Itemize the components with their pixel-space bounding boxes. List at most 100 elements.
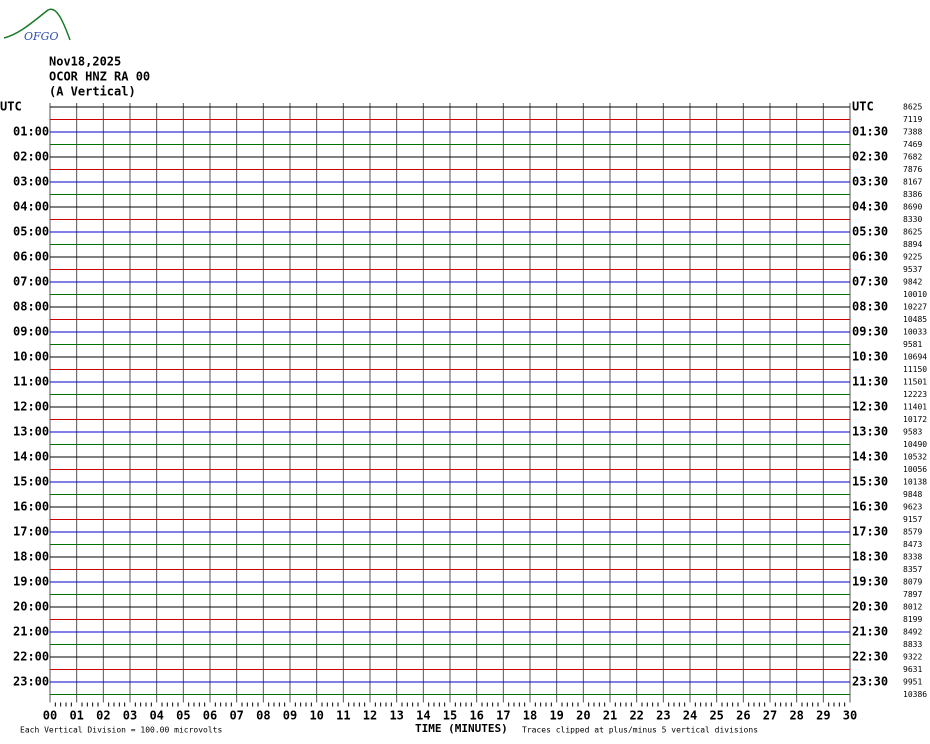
x-tick-label: 08: [256, 709, 270, 723]
trace-count: 10138: [903, 478, 927, 487]
trace-count: 9581: [903, 340, 922, 349]
right-time-label: 04:30: [852, 200, 888, 214]
x-tick-label: 17: [496, 709, 510, 723]
left-time-label: 06:00: [13, 250, 49, 264]
x-tick-label: 24: [683, 709, 697, 723]
left-time-label: 09:00: [13, 325, 49, 339]
trace-count: 8579: [903, 528, 922, 537]
right-time-label: 13:30: [852, 425, 888, 439]
trace-count: 10490: [903, 440, 927, 449]
trace-count: 7469: [903, 140, 922, 149]
trace-count: 9537: [903, 265, 922, 274]
right-time-label: 15:30: [852, 475, 888, 489]
x-tick-label: 07: [229, 709, 243, 723]
left-time-label: 05:00: [13, 225, 49, 239]
x-axis-label: TIME (MINUTES): [415, 722, 508, 735]
left-time-label: 22:00: [13, 650, 49, 664]
x-tick-label: 12: [363, 709, 377, 723]
left-time-label: 08:00: [13, 300, 49, 314]
x-tick-label: 27: [763, 709, 777, 723]
left-time-label: 13:00: [13, 425, 49, 439]
x-tick-label: 22: [629, 709, 643, 723]
left-time-label: 04:00: [13, 200, 49, 214]
x-tick-label: 20: [576, 709, 590, 723]
x-tick-label: 01: [69, 709, 83, 723]
trace-count: 11501: [903, 378, 927, 387]
x-tick-label: 19: [549, 709, 563, 723]
trace-count: 8338: [903, 553, 922, 562]
trace-count: 10056: [903, 465, 927, 474]
trace-count: 8079: [903, 578, 922, 587]
right-time-label: 11:30: [852, 375, 888, 389]
trace-count: 8330: [903, 215, 922, 224]
x-tick-label: 10: [309, 709, 323, 723]
trace-count: 9157: [903, 515, 922, 524]
trace-count: 8690: [903, 203, 922, 212]
right-time-label: 19:30: [852, 575, 888, 589]
header-line: OCOR HNZ RA 00: [49, 70, 150, 84]
x-tick-label: 05: [176, 709, 190, 723]
trace-count: 8357: [903, 565, 922, 574]
trace-count: 8625: [903, 103, 922, 112]
x-tick-label: 16: [469, 709, 483, 723]
right-time-label: UTC: [852, 100, 874, 114]
trace-count: 10033: [903, 328, 927, 337]
left-time-label: 21:00: [13, 625, 49, 639]
right-time-label: 05:30: [852, 225, 888, 239]
x-tick-label: 09: [283, 709, 297, 723]
x-tick-label: 04: [149, 709, 163, 723]
left-time-label: 18:00: [13, 550, 49, 564]
x-tick-label: 13: [389, 709, 403, 723]
trace-count: 10010: [903, 290, 927, 299]
trace-count: 7897: [903, 590, 922, 599]
header-line: Nov18,2025: [49, 55, 121, 69]
trace-count: 10532: [903, 453, 927, 462]
trace-count: 8199: [903, 615, 922, 624]
trace-count: 9848: [903, 490, 922, 499]
x-tick-label: 29: [816, 709, 830, 723]
trace-count: 9623: [903, 503, 922, 512]
left-time-label: 15:00: [13, 475, 49, 489]
right-time-label: 22:30: [852, 650, 888, 664]
x-tick-label: 23: [656, 709, 670, 723]
right-time-label: 18:30: [852, 550, 888, 564]
trace-count: 8894: [903, 240, 922, 249]
left-time-label: 14:00: [13, 450, 49, 464]
trace-count: 10386: [903, 690, 927, 699]
x-tick-label: 25: [709, 709, 723, 723]
right-time-label: 17:30: [852, 525, 888, 539]
right-time-label: 03:30: [852, 175, 888, 189]
logo: OFGO: [24, 30, 58, 43]
left-time-label: 17:00: [13, 525, 49, 539]
trace-count: 8386: [903, 190, 922, 199]
trace-count: 7388: [903, 128, 922, 137]
trace-count: 7682: [903, 153, 922, 162]
trace-count: 10172: [903, 415, 927, 424]
x-tick-label: 14: [416, 709, 430, 723]
left-time-label: 19:00: [13, 575, 49, 589]
right-time-label: 21:30: [852, 625, 888, 639]
right-time-label: 07:30: [852, 275, 888, 289]
trace-count: 8833: [903, 640, 922, 649]
trace-count: 8473: [903, 540, 922, 549]
left-time-label: 16:00: [13, 500, 49, 514]
x-tick-label: 00: [43, 709, 57, 723]
left-time-label: 11:00: [13, 375, 49, 389]
x-tick-label: 15: [443, 709, 457, 723]
right-time-label: 23:30: [852, 675, 888, 689]
left-time-label: 10:00: [13, 350, 49, 364]
left-time-label: 23:00: [13, 675, 49, 689]
right-time-label: 02:30: [852, 150, 888, 164]
trace-count: 8492: [903, 628, 922, 637]
right-time-label: 20:30: [852, 600, 888, 614]
x-tick-label: 18: [523, 709, 537, 723]
x-tick-label: 21: [603, 709, 617, 723]
right-time-label: 08:30: [852, 300, 888, 314]
logo-arc: [3, 8, 71, 41]
footer-clip: Traces clipped at plus/minus 5 vertical …: [522, 726, 758, 735]
trace-count: 9583: [903, 428, 922, 437]
trace-count: 12223: [903, 390, 927, 399]
trace-count: 7119: [903, 115, 922, 124]
trace-count: 11401: [903, 403, 927, 412]
